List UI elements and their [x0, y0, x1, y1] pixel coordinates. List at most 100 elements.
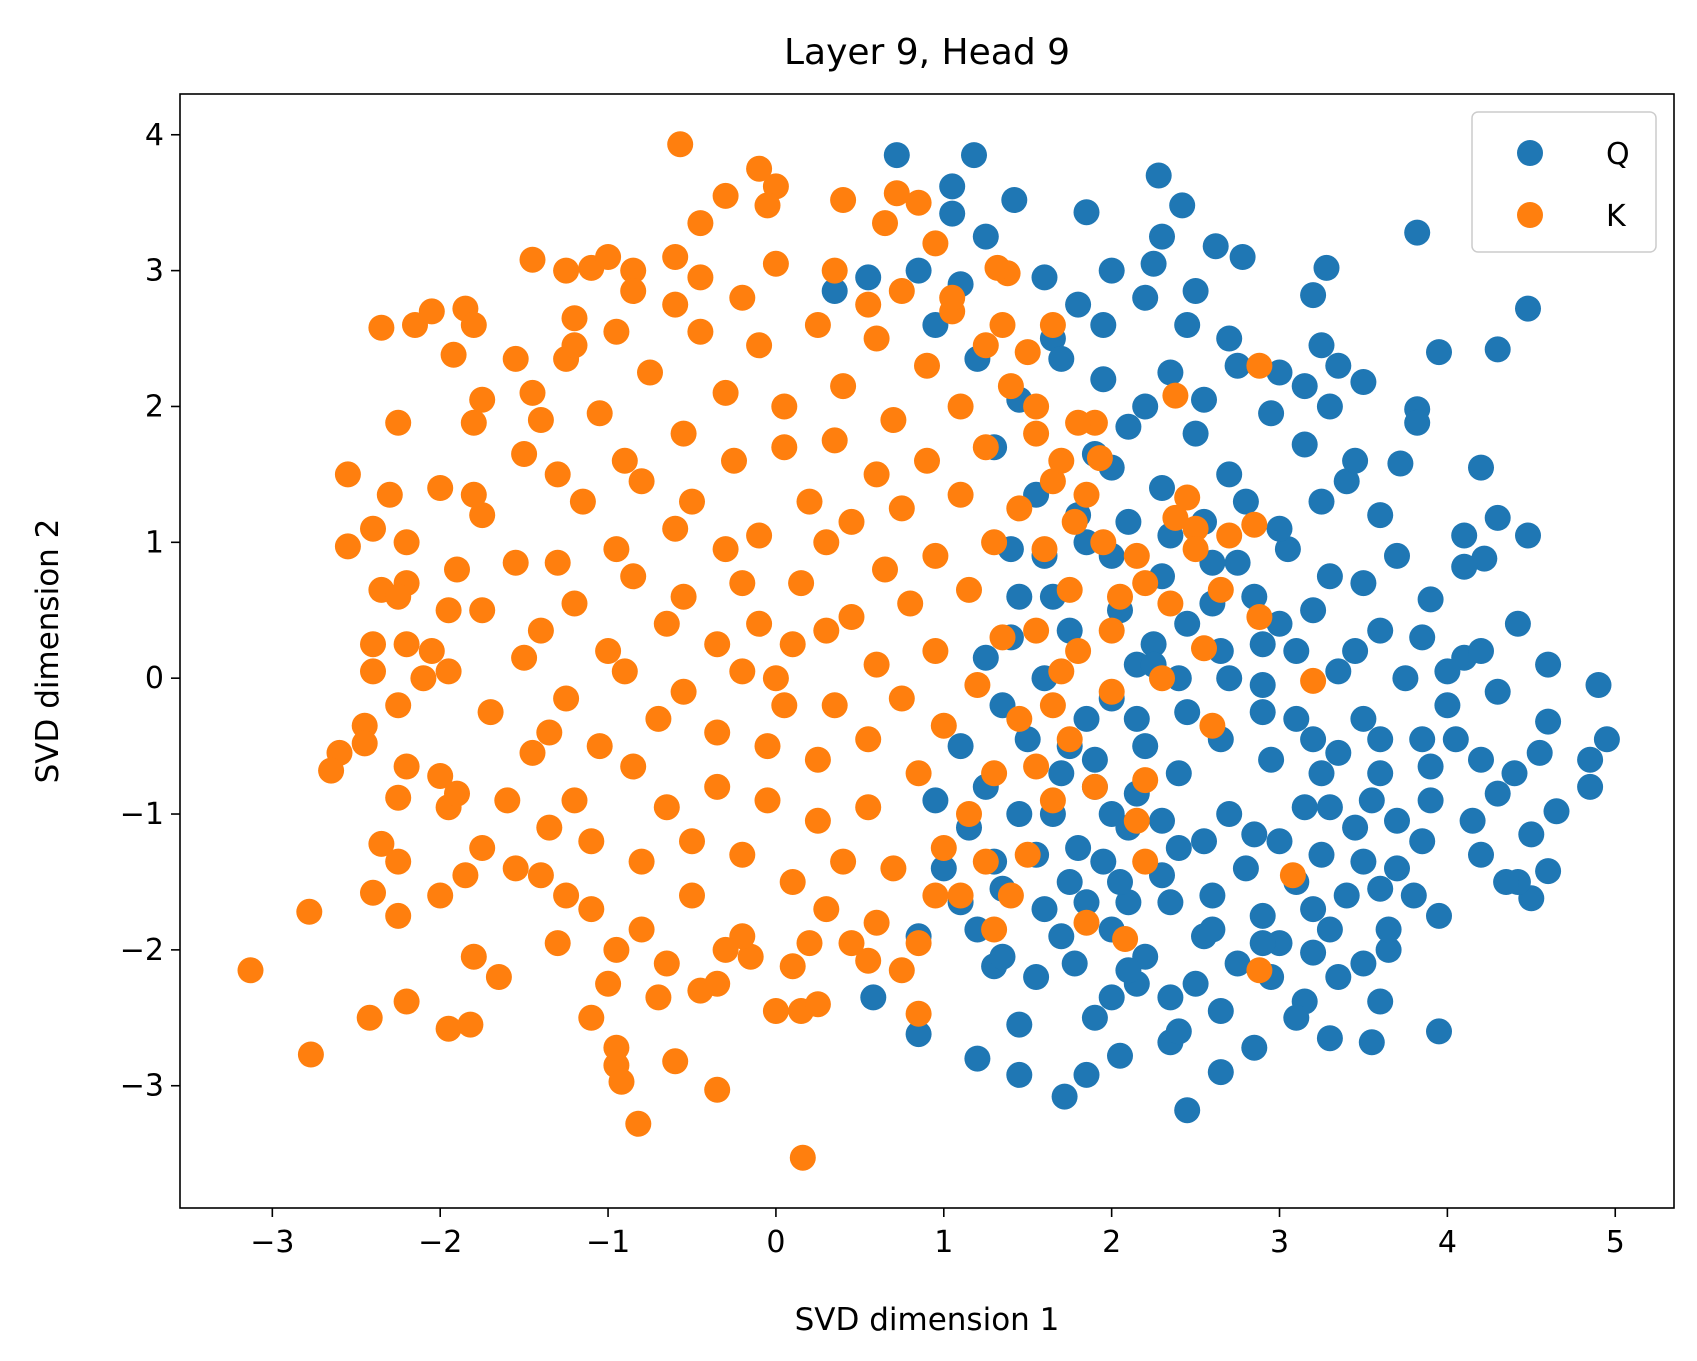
point-k: [418, 638, 445, 664]
point-q: [1115, 508, 1142, 535]
x-tick-label: 0: [766, 1225, 785, 1260]
x-tick-label: 2: [1102, 1225, 1121, 1260]
x-tick-label: 5: [1606, 1225, 1625, 1260]
point-k: [385, 902, 412, 929]
x-tick-label: 4: [1438, 1225, 1457, 1260]
point-q: [1182, 278, 1209, 304]
point-k: [603, 936, 630, 963]
point-q: [1241, 583, 1268, 610]
point-k: [905, 1000, 932, 1027]
point-k: [1182, 536, 1209, 563]
point-k: [237, 957, 264, 984]
point-q: [1224, 352, 1251, 379]
point-q: [1132, 393, 1159, 420]
point-q: [1350, 848, 1377, 875]
point-q: [1174, 312, 1201, 338]
point-k: [1098, 617, 1125, 644]
point-q: [860, 984, 887, 1011]
point-k: [1207, 576, 1234, 603]
point-k: [997, 882, 1024, 909]
point-k: [914, 447, 940, 474]
point-q: [1132, 733, 1159, 760]
legend-frame: [1471, 111, 1657, 253]
point-q: [1123, 705, 1150, 732]
point-k: [1162, 382, 1189, 409]
point-k: [830, 848, 857, 875]
point-q: [1023, 964, 1050, 990]
point-q: [1543, 798, 1570, 825]
point-k: [544, 461, 571, 488]
x-tick-label: −1: [586, 1225, 630, 1260]
point-q: [1367, 502, 1394, 529]
point-k: [1241, 511, 1268, 538]
point-k: [595, 244, 622, 270]
point-k: [360, 879, 386, 906]
point-k: [494, 787, 521, 814]
point-k: [838, 508, 865, 535]
point-k: [712, 536, 739, 563]
point-k: [519, 379, 546, 406]
point-q: [1400, 882, 1427, 909]
point-q: [1274, 536, 1301, 563]
point-q: [1375, 936, 1402, 963]
point-k: [376, 481, 403, 508]
point-q: [1535, 651, 1562, 678]
point-k: [620, 563, 647, 590]
point-k: [519, 739, 546, 766]
point-k: [712, 936, 739, 963]
point-q: [1325, 352, 1352, 379]
point-k: [1174, 484, 1201, 511]
point-k: [922, 638, 949, 664]
point-q: [1006, 1011, 1033, 1038]
point-k: [981, 760, 1008, 787]
point-q: [1266, 610, 1293, 637]
point-k: [1199, 712, 1226, 739]
point-k: [645, 705, 672, 732]
y-tick-label: −2: [120, 933, 164, 968]
y-tick-label: 2: [145, 389, 164, 424]
point-q: [964, 1045, 991, 1072]
point-q: [1409, 828, 1436, 855]
point-k: [762, 250, 789, 277]
point-k: [611, 447, 638, 474]
point-q: [1325, 658, 1352, 685]
point-k: [477, 699, 504, 726]
point-k: [670, 678, 697, 705]
point-k: [1182, 515, 1209, 542]
point-q: [1165, 760, 1192, 787]
point-q: [1358, 787, 1385, 814]
point-q: [1249, 672, 1276, 698]
point-k: [318, 757, 345, 784]
point-q: [1258, 400, 1285, 427]
point-q: [1367, 875, 1394, 902]
point-k: [1216, 522, 1243, 549]
point-k: [1246, 604, 1273, 630]
point-k: [880, 855, 907, 882]
point-k: [804, 746, 831, 773]
point-k: [334, 533, 361, 560]
point-k: [804, 312, 831, 338]
point-k: [360, 631, 386, 658]
point-q: [1367, 988, 1394, 1015]
point-q: [922, 787, 949, 814]
point-k: [561, 590, 588, 617]
point-k: [578, 896, 605, 923]
point-q: [1174, 699, 1201, 726]
point-k: [440, 341, 467, 368]
point-q: [1535, 858, 1562, 885]
point-q: [1229, 244, 1256, 270]
point-k: [469, 835, 496, 861]
point-k: [502, 549, 529, 576]
point-q: [1266, 828, 1293, 855]
point-k: [704, 773, 731, 800]
point-k: [771, 434, 798, 461]
point-k: [762, 998, 789, 1024]
point-q: [1526, 739, 1553, 766]
point-k: [1065, 638, 1092, 664]
point-q: [1006, 801, 1033, 827]
point-k: [469, 597, 496, 624]
point-k: [662, 1048, 689, 1075]
point-q: [1409, 726, 1436, 753]
point-k: [1086, 445, 1113, 472]
point-k: [460, 312, 487, 338]
